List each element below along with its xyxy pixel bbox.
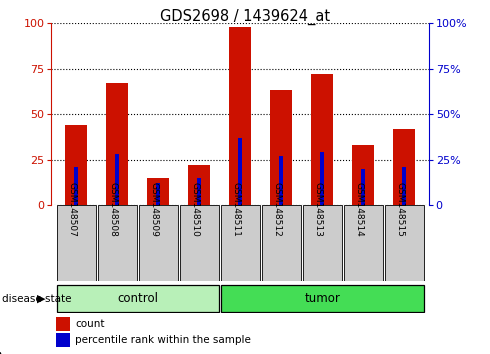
Bar [188, 165, 210, 205]
Bar [74, 167, 78, 205]
Bar [238, 138, 242, 205]
Text: GSM148511: GSM148511 [232, 182, 241, 236]
Text: GSM148507: GSM148507 [68, 182, 77, 236]
Text: GSM148515: GSM148515 [396, 182, 405, 236]
Text: ▶: ▶ [37, 294, 46, 304]
Bar [220, 285, 424, 312]
Bar [56, 205, 96, 281]
Bar [343, 205, 383, 281]
Text: GSM148514: GSM148514 [355, 182, 364, 236]
Text: disease state: disease state [2, 294, 72, 304]
Bar [56, 285, 219, 312]
Bar [197, 178, 201, 205]
Bar [139, 205, 177, 281]
Text: GSM148512: GSM148512 [273, 182, 282, 236]
Bar [303, 205, 342, 281]
Bar [393, 129, 416, 205]
Text: GSM148508: GSM148508 [109, 182, 118, 236]
Bar [220, 205, 260, 281]
Bar [115, 154, 119, 205]
Text: GSM148513: GSM148513 [314, 182, 323, 236]
Bar [385, 205, 424, 281]
Text: GSM148509: GSM148509 [150, 182, 159, 236]
Text: count: count [75, 319, 104, 329]
Bar [402, 167, 406, 205]
Bar [262, 205, 300, 281]
Bar [352, 145, 374, 205]
Bar [65, 125, 87, 205]
Bar [106, 83, 128, 205]
Text: tumor: tumor [304, 292, 340, 305]
Bar [180, 205, 219, 281]
Bar [270, 91, 293, 205]
Text: GDS2698 / 1439624_at: GDS2698 / 1439624_at [160, 9, 330, 25]
Text: control: control [117, 292, 158, 305]
Bar [156, 183, 160, 205]
Bar [279, 156, 283, 205]
Bar [229, 27, 251, 205]
Bar [311, 74, 333, 205]
Bar [98, 205, 137, 281]
Text: percentile rank within the sample: percentile rank within the sample [75, 335, 251, 345]
Text: GSM148510: GSM148510 [191, 182, 200, 236]
Bar [147, 178, 170, 205]
Bar [320, 153, 324, 205]
Bar [361, 169, 365, 205]
